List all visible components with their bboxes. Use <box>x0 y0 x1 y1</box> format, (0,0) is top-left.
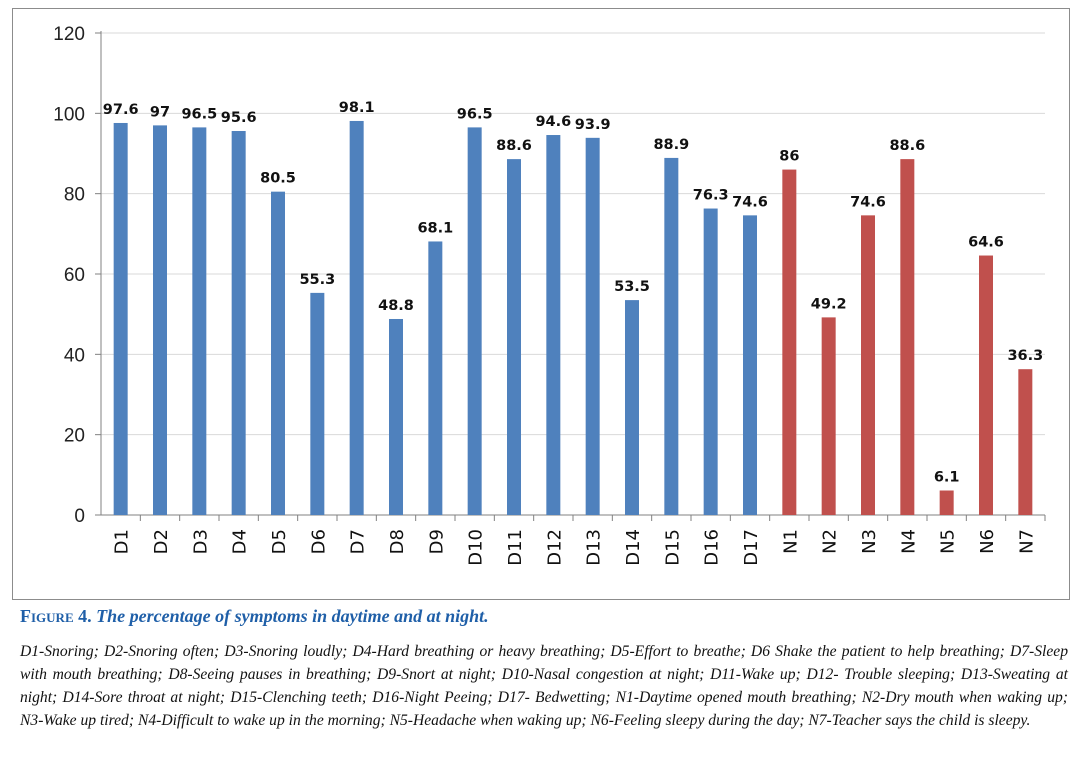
figure-caption: Figure 4. The percentage of symptoms in … <box>20 606 1070 627</box>
data-label: 95.6 <box>221 110 257 126</box>
data-label: 88.9 <box>653 137 689 153</box>
category-label: D4 <box>230 529 251 554</box>
category-label: D15 <box>662 529 683 566</box>
data-label: 97 <box>150 104 170 120</box>
data-label: 48.8 <box>378 298 414 314</box>
bar <box>861 215 875 515</box>
y-tick-label: 120 <box>53 24 85 45</box>
data-label: 74.6 <box>732 194 768 210</box>
category-label: D14 <box>623 529 644 566</box>
data-label: 88.6 <box>496 138 532 154</box>
data-label: 36.3 <box>1007 348 1043 364</box>
data-label: 55.3 <box>299 272 335 288</box>
data-label: 96.5 <box>181 106 217 122</box>
data-label: 6.1 <box>934 469 960 485</box>
category-label: D12 <box>544 529 565 566</box>
data-label: 86 <box>779 149 799 165</box>
bar <box>664 157 679 515</box>
bar <box>467 127 482 516</box>
bar <box>743 215 757 515</box>
bar <box>428 241 443 515</box>
category-label: N4 <box>898 529 919 554</box>
bar <box>113 122 128 516</box>
data-label: 68.1 <box>417 220 453 236</box>
data-label: 93.9 <box>575 117 611 133</box>
data-label: 88.6 <box>889 138 925 154</box>
category-label: D9 <box>426 529 447 554</box>
data-label: 96.5 <box>457 106 493 122</box>
category-label: N7 <box>1016 529 1037 554</box>
data-label: 97.6 <box>103 102 139 118</box>
bar <box>900 159 915 515</box>
y-tick-label: 80 <box>64 185 85 206</box>
bar <box>389 318 403 515</box>
y-tick-label: 20 <box>64 426 85 447</box>
data-label: 49.2 <box>811 296 847 312</box>
category-label: N1 <box>780 529 801 554</box>
data-label: 64.6 <box>968 235 1004 251</box>
bar <box>979 255 993 516</box>
category-label: D10 <box>466 529 487 566</box>
bar <box>546 135 561 516</box>
category-label: D7 <box>348 529 369 554</box>
bar <box>231 131 246 516</box>
bar <box>1018 369 1033 515</box>
bar <box>939 490 954 515</box>
bar <box>625 300 639 515</box>
bar <box>349 120 364 515</box>
figure-caption-text: The percentage of symptoms in daytime an… <box>96 606 489 626</box>
bar <box>782 169 797 516</box>
category-label: D8 <box>387 529 408 554</box>
y-tick-label: 40 <box>64 345 85 366</box>
data-label: 74.6 <box>850 194 886 210</box>
category-label: N6 <box>977 529 998 554</box>
data-label: 98.1 <box>339 100 375 116</box>
bar <box>703 208 718 516</box>
y-tick-label: 100 <box>53 104 85 125</box>
data-label: 76.3 <box>693 188 729 204</box>
bar <box>153 125 167 515</box>
category-label: D2 <box>151 529 172 554</box>
bar <box>507 159 521 515</box>
category-label: D11 <box>505 529 526 566</box>
bar <box>310 292 325 515</box>
bar <box>821 317 836 515</box>
data-label: 94.6 <box>535 114 571 130</box>
category-label: N5 <box>938 529 959 554</box>
bar <box>192 127 207 516</box>
data-label: 53.5 <box>614 279 650 295</box>
category-label: D16 <box>702 529 723 566</box>
data-label: 80.5 <box>260 171 296 187</box>
figure-label: Figure 4. <box>20 606 92 626</box>
y-tick-label: 60 <box>64 265 85 286</box>
category-label: D3 <box>190 529 211 554</box>
y-tick-label: 0 <box>74 506 85 527</box>
category-label: D6 <box>308 529 329 554</box>
chart-frame: 0 20 40 60 80 100 120 97.6 D1 97 D2 96.5 D3 95.6 D4 80.… <box>12 8 1070 600</box>
bar <box>585 137 600 515</box>
category-label: D5 <box>269 529 290 554</box>
bar <box>271 191 285 516</box>
category-label: D17 <box>741 529 762 566</box>
category-label: D1 <box>112 529 133 554</box>
category-label: D13 <box>584 529 605 566</box>
category-label: N3 <box>859 529 880 554</box>
bar-chart: 0 20 40 60 80 100 120 97.6 D1 97 D2 96.5 D3 95.6 D4 80.… <box>53 24 1046 566</box>
abbreviation-legend: D1-Snoring; D2-Snoring often; D3-Snoring… <box>20 643 1068 729</box>
category-label: N2 <box>820 529 841 554</box>
